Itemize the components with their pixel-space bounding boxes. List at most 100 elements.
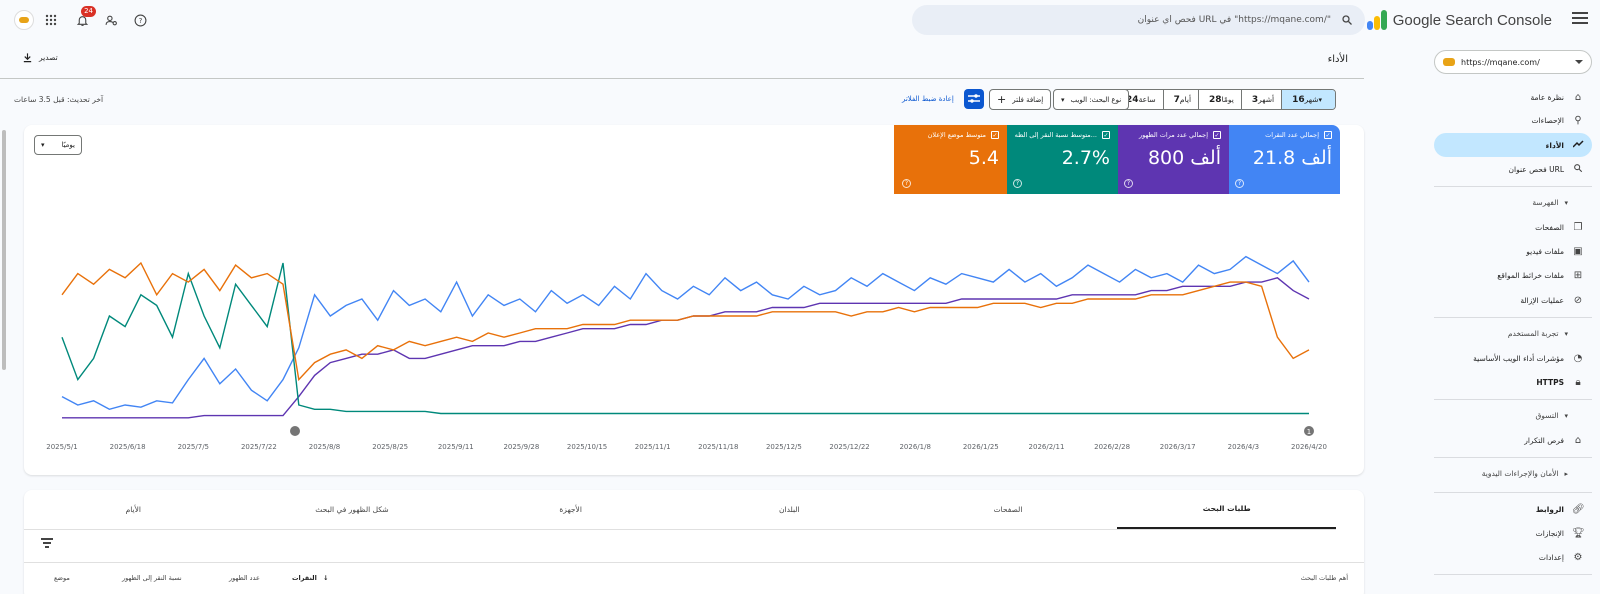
pages-icon: ❐ — [1573, 221, 1583, 233]
sidebar-section-shopping[interactable]: التسوق ▾ — [1434, 411, 1592, 420]
help-icon[interactable]: ? — [1235, 179, 1244, 188]
sidebar-item-label: HTTPS — [1536, 377, 1564, 387]
tab-devices[interactable]: الأجهزة — [559, 505, 582, 514]
sidebar-item-settings[interactable]: إعدادات ⚙ — [1434, 546, 1592, 568]
app-logo[interactable]: Google Search Console — [1366, 10, 1552, 30]
metric-value: 5.4 — [968, 147, 999, 169]
performance-line-chart: 2025/5/1 2025/6/18 2025/7/5 2025/7/22 2025/8… — [46, 255, 1327, 451]
sidebar-section-experience[interactable]: تجربة المستخدم ▾ — [1434, 329, 1592, 338]
metric-label: إجمالي عدد النقرات — [1265, 131, 1319, 139]
tab-search-appearance[interactable]: شكل الظهور في البحث — [315, 505, 389, 514]
sidebar-item-label: مؤشرات أداء الويب الأساسية — [1473, 353, 1564, 363]
granularity-selector[interactable]: ▾ يوميًا — [34, 135, 82, 155]
metric-ctr[interactable]: متوسط نسبة النقر إلى الظه... ✓ 2.7% ? — [1005, 125, 1118, 194]
sidebar-divider — [1434, 186, 1592, 187]
section-label: تجربة المستخدم — [1507, 329, 1559, 338]
range-28d[interactable]: 28 يومًا — [1198, 90, 1241, 109]
tab-countries[interactable]: البلدان — [778, 505, 800, 514]
add-filter-button[interactable]: + إضافة فلتر — [989, 89, 1052, 110]
search-icon — [1572, 163, 1584, 176]
export-button[interactable]: تصدير — [22, 52, 58, 63]
section-label: التسوق — [1535, 411, 1559, 420]
sidebar-item-label: الصفحات — [1535, 222, 1564, 232]
sidebar-item-core-web-vitals[interactable]: مؤشرات أداء الويب الأساسية ◔ — [1434, 347, 1592, 369]
caret-right-icon: ▸ — [1564, 469, 1568, 478]
download-icon — [23, 53, 32, 63]
range-7d[interactable]: 7 أيام — [1162, 90, 1199, 109]
help-icon[interactable]: ? — [1124, 179, 1133, 188]
metric-position[interactable]: متوسط موضع الإعلان ✓ 5.4 ? — [894, 125, 1007, 194]
metric-clicks[interactable]: إجمالي عدد النقرات ✓ 21.8 ألف ? — [1227, 125, 1340, 194]
range-num: 7 — [1173, 94, 1180, 105]
col-position[interactable]: موضع — [54, 574, 70, 582]
sidebar-item-achievements[interactable]: الإنجازات 🏆︎ — [1434, 522, 1592, 544]
range-num: 28 — [1209, 94, 1222, 105]
section-label: الأمان والإجراءات اليدوية — [1481, 469, 1559, 478]
metric-impressions[interactable]: إجمالي عدد مرات الظهور ✓ 800 ألف ? — [1116, 125, 1229, 194]
search-input[interactable] — [912, 15, 1331, 25]
help-icon[interactable]: ? — [902, 179, 911, 188]
sidebar-item-videos[interactable]: ملفات فيديو ▣ — [1434, 240, 1592, 262]
tab-queries[interactable]: طلبات البحث — [1117, 490, 1336, 529]
annotation-marker[interactable] — [1304, 426, 1314, 436]
sidebar-item-label: الأداء — [1545, 140, 1564, 150]
page-scrollbar[interactable] — [2, 130, 6, 370]
range-unit: ساعة — [1138, 95, 1156, 104]
col-ctr[interactable]: نسبة النقر إلى الظهور — [122, 574, 182, 582]
sidebar-item-overview[interactable]: نظرة عامة ⌂ — [1434, 86, 1592, 108]
help-icon[interactable]: ? — [132, 12, 148, 28]
notifications-icon[interactable]: 24 — [74, 6, 96, 28]
help-icon[interactable]: ? — [1013, 179, 1022, 188]
account-avatar[interactable] — [14, 10, 34, 30]
sidebar-item-shopping-opportunities[interactable]: فرص التكرار ⌂ — [1434, 429, 1592, 451]
x-tick-label: 2026/1/25 — [963, 443, 999, 451]
tab-pages[interactable]: الصفحات — [993, 505, 1023, 514]
add-filter-label: إضافة فلتر — [1012, 95, 1044, 104]
sidebar-item-removals[interactable]: عمليات الإزالة ⊘ — [1434, 289, 1592, 311]
range-3m[interactable]: 3 أشهر — [1240, 90, 1282, 109]
checkbox-icon[interactable]: ✓ — [1324, 131, 1332, 139]
main-menu-icon[interactable] — [1572, 12, 1588, 26]
search-icon[interactable] — [1341, 11, 1353, 30]
checkbox-icon[interactable]: ✓ — [1102, 131, 1110, 139]
annotation-marker[interactable] — [290, 426, 300, 436]
col-clicks[interactable]: النقرات ↓ — [292, 574, 329, 582]
x-tick-label: 2025/8/25 — [372, 443, 408, 451]
lock-icon: 🔒︎ — [1575, 376, 1581, 388]
reset-filters-link[interactable]: إعادة ضبط الفلاتر — [902, 95, 954, 103]
range-unit: أيام — [1179, 95, 1192, 104]
sidebar-divider — [1434, 457, 1592, 458]
granularity-label: يوميًا — [61, 141, 75, 149]
property-selector[interactable]: https://mqane.com/ — [1434, 50, 1592, 74]
checkbox-icon[interactable]: ✓ — [991, 131, 999, 139]
sidebar-item-insights[interactable]: الإحصاءات ⚲ — [1434, 109, 1592, 131]
sidebar-section-indexing[interactable]: الفهرسة ▾ — [1434, 198, 1592, 207]
sidebar-item-links[interactable]: الروابط 🔗︎ — [1434, 498, 1592, 520]
sidebar-section-security[interactable]: الأمان والإجراءات اليدوية ▸ — [1434, 469, 1592, 478]
filter-settings-button[interactable] — [964, 89, 984, 109]
range-16m[interactable]: 16 شهر ▾ — [1281, 90, 1335, 109]
sidebar-item-label: إعدادات — [1538, 552, 1564, 562]
manage-users-icon[interactable] — [103, 12, 119, 28]
search-type-filter[interactable]: ▾ نوع البحث: الويب — [1053, 89, 1130, 110]
checkbox-icon[interactable]: ✓ — [1213, 131, 1221, 139]
sidebar-item-performance[interactable]: الأداء — [1434, 133, 1592, 157]
sidebar-item-https[interactable]: HTTPS 🔒︎ — [1434, 371, 1592, 393]
col-top-queries[interactable]: أهم طلبات البحث — [1300, 574, 1348, 582]
range-num: 24 — [1126, 94, 1139, 105]
sidebar-item-pages[interactable]: الصفحات ❐ — [1434, 216, 1592, 238]
x-tick-label: 2026/3/17 — [1160, 443, 1196, 451]
x-tick-label: 2025/7/5 — [178, 443, 209, 451]
x-tick-label: 2026/2/28 — [1094, 443, 1130, 451]
top-bar: Google Search Console ? 24 — [0, 0, 1600, 40]
sidebar-item-sitemaps[interactable]: ملفات خرائط المواقع ⊞ — [1434, 264, 1592, 286]
table-filter-icon[interactable] — [41, 538, 53, 550]
apps-grid-icon[interactable] — [43, 12, 59, 28]
sidebar-item-url-inspection[interactable]: فحص عنوان URL — [1434, 158, 1592, 180]
metric-value: 2.7% — [1061, 147, 1110, 169]
tab-dates[interactable]: الأيام — [125, 505, 141, 514]
url-inspect-search[interactable] — [912, 5, 1365, 35]
trend-icon — [1571, 139, 1584, 151]
col-impressions[interactable]: عدد الظهور — [229, 574, 260, 582]
date-range-selector: 24 ساعة 7 أيام 28 يومًا 3 أشهر 16 شهر ▾ — [1115, 89, 1336, 110]
